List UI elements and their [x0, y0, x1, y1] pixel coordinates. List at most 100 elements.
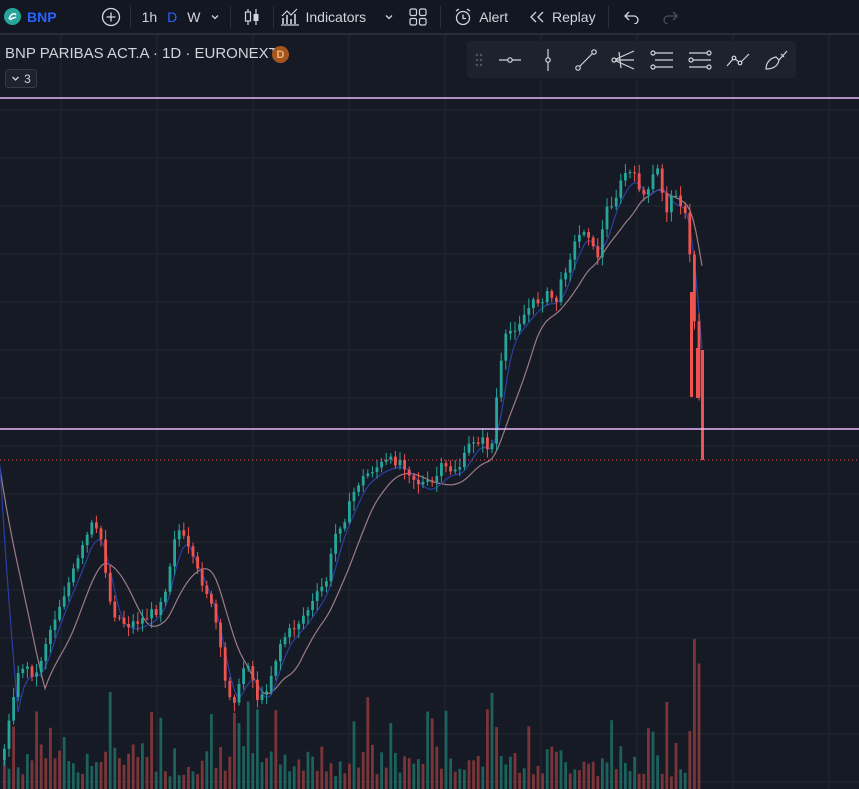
grid-layout-icon	[409, 7, 427, 26]
volume-bar	[614, 769, 618, 789]
volume-bar	[228, 756, 232, 789]
volume-bar	[306, 751, 310, 789]
candle-body	[329, 553, 333, 582]
candle-body	[476, 442, 480, 444]
horizontal-ray-icon[interactable]	[491, 41, 529, 78]
volume-bar	[67, 761, 71, 789]
candle-body	[348, 501, 351, 523]
brush-icon[interactable]	[757, 41, 795, 78]
candle-body	[297, 623, 301, 630]
undo-button[interactable]	[623, 0, 641, 33]
data-status-badge[interactable]: D	[272, 46, 289, 63]
volume-bar	[21, 774, 25, 789]
chart-pane[interactable]	[0, 35, 859, 789]
symbol-search[interactable]: BNP	[0, 0, 57, 33]
candle-body	[605, 206, 609, 230]
candle-body	[58, 606, 61, 620]
volume-bar	[210, 714, 213, 789]
volume-bar	[527, 726, 531, 789]
trend-line-icon[interactable]	[567, 41, 605, 78]
candle-body	[550, 291, 554, 298]
volume-bar	[582, 761, 586, 789]
candle-body	[210, 594, 213, 604]
candle-body	[573, 241, 577, 260]
volume-bar	[150, 712, 153, 789]
volume-bar	[90, 766, 94, 789]
candle-body	[696, 348, 699, 398]
candle-body	[279, 644, 282, 662]
candle-body	[633, 172, 636, 174]
volume-bar	[656, 755, 659, 789]
candle-body	[104, 539, 107, 573]
candle-body	[177, 530, 181, 540]
candle-body	[555, 297, 558, 302]
pitchfork-icon[interactable]	[605, 41, 643, 78]
volume-bar	[334, 776, 337, 789]
volume-bar	[292, 766, 296, 789]
volume-bar	[375, 774, 379, 789]
indicators-button[interactable]: Indicators	[280, 0, 395, 33]
candle-body	[30, 666, 34, 677]
volume-bar	[12, 726, 15, 789]
volume-bar	[343, 773, 347, 789]
path-icon[interactable]	[719, 41, 757, 78]
volume-bar	[58, 750, 61, 789]
toolbar-divider	[440, 5, 442, 28]
volume-bar	[3, 760, 6, 789]
rewind-icon	[528, 10, 546, 24]
candle-body	[256, 679, 259, 700]
candle-body	[85, 534, 89, 546]
legend-collapse-button[interactable]: 3	[5, 69, 37, 88]
candle-body	[306, 610, 310, 616]
candle-body	[421, 481, 425, 485]
alert-label: Alert	[479, 8, 508, 25]
candle-body	[656, 168, 659, 175]
interval-dropdown-chevron-icon[interactable]	[209, 11, 221, 23]
interval-w[interactable]: W	[187, 8, 201, 25]
candle-body	[380, 461, 383, 468]
layout-button[interactable]	[409, 0, 427, 33]
volume-bar	[380, 752, 383, 789]
volume-bar	[348, 763, 351, 789]
candle-body	[246, 666, 250, 669]
candle-body	[26, 666, 29, 669]
candle-body	[182, 530, 186, 536]
candle-body	[679, 195, 682, 207]
candle-body	[288, 628, 291, 638]
interval-1h[interactable]: 1h	[141, 8, 158, 25]
alert-button[interactable]: Alert	[453, 0, 508, 33]
regression-icon[interactable]	[681, 41, 719, 78]
vertical-line-icon[interactable]	[529, 41, 567, 78]
drag-handle-icon[interactable]	[467, 53, 491, 67]
indicators-dropdown-chevron-icon[interactable]	[383, 11, 395, 23]
replay-button[interactable]: Replay	[528, 0, 596, 33]
parallel-channel-icon[interactable]	[643, 41, 681, 78]
candle-body	[440, 463, 443, 476]
volume-bar	[545, 749, 549, 789]
volume-bar	[522, 768, 526, 789]
volume-bar	[141, 743, 144, 789]
volume-bar	[145, 757, 149, 789]
volume-bar	[187, 766, 190, 789]
chart-type-button[interactable]	[237, 0, 267, 33]
volume-bar	[518, 772, 521, 789]
volume-bar	[122, 764, 126, 789]
volume-bar	[338, 761, 342, 789]
redo-button[interactable]	[661, 0, 679, 33]
compare-button[interactable]	[101, 0, 121, 33]
candle-body	[127, 624, 130, 628]
candle-body	[187, 535, 190, 547]
interval-d[interactable]: D	[167, 8, 178, 25]
price-chart[interactable]	[0, 35, 859, 789]
volume-bar	[168, 776, 172, 789]
candle-body	[417, 479, 420, 485]
volume-bar	[536, 765, 540, 789]
volume-bar	[260, 762, 264, 789]
candle-body	[352, 491, 356, 502]
volume-bar	[651, 731, 655, 789]
candle-body	[371, 472, 374, 474]
candle-body	[449, 466, 452, 472]
candle-body	[651, 174, 655, 189]
volume-bar	[173, 748, 176, 789]
volume-bar	[624, 762, 627, 789]
